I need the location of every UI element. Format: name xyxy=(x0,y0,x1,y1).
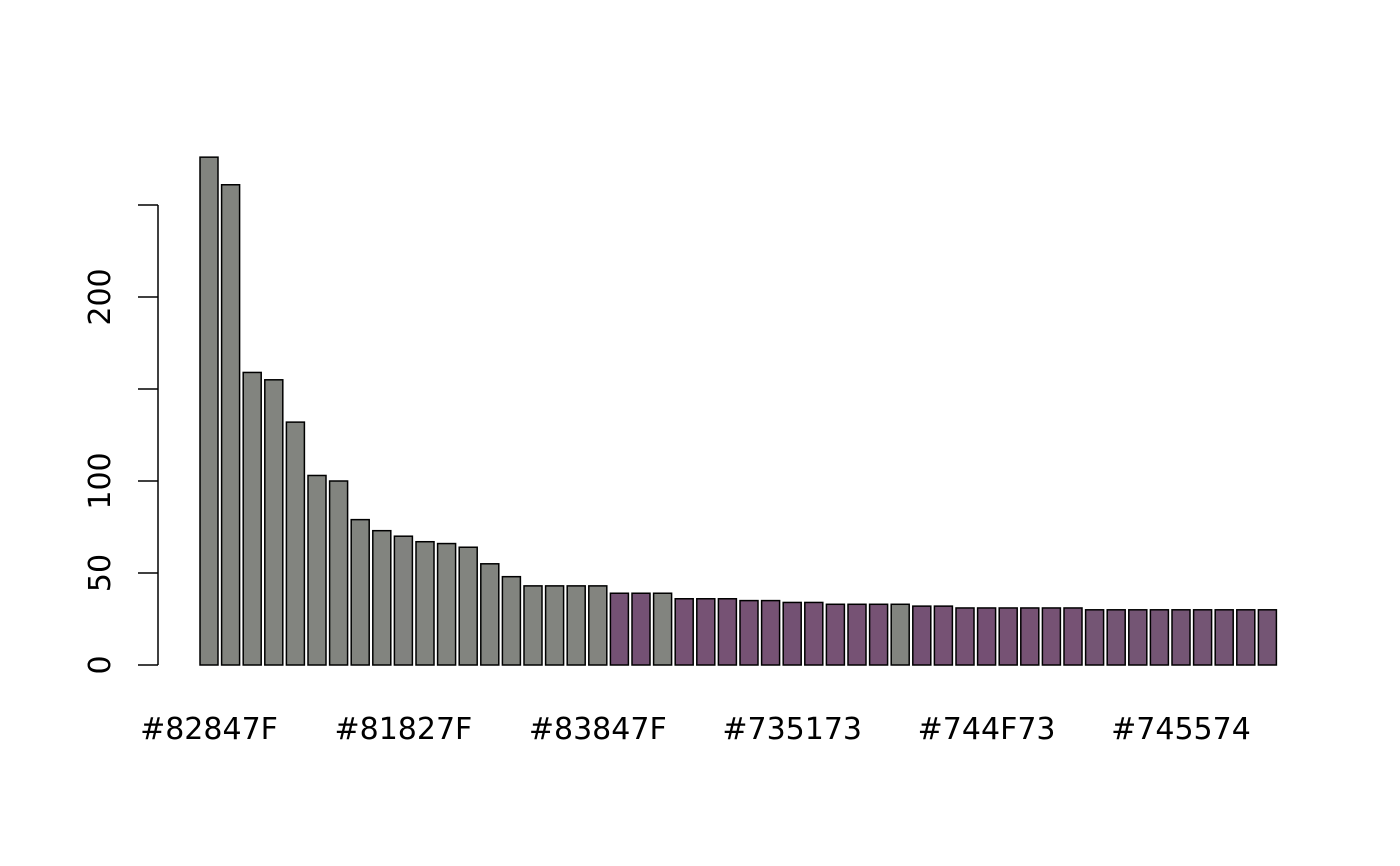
bar xyxy=(436,542,457,666)
y-tick-label: 100 xyxy=(83,452,118,509)
bar xyxy=(804,601,824,666)
bar xyxy=(696,598,716,666)
bar xyxy=(285,421,306,666)
x-tick-label: #82847F xyxy=(140,712,278,747)
bar xyxy=(890,603,910,666)
bar xyxy=(328,480,349,666)
bar xyxy=(458,546,478,666)
y-tick-label: 50 xyxy=(83,554,118,592)
bar xyxy=(415,540,435,666)
bar xyxy=(307,474,327,666)
bar xyxy=(480,563,500,666)
bar xyxy=(1128,609,1148,666)
bar xyxy=(1257,609,1278,666)
bar xyxy=(523,585,543,666)
bar xyxy=(976,607,997,666)
x-tick-label: #735173 xyxy=(722,712,862,747)
bar xyxy=(609,592,630,666)
bar xyxy=(264,379,284,666)
x-tick-label: #745574 xyxy=(1111,712,1251,747)
bar xyxy=(717,598,738,666)
bar xyxy=(1063,607,1083,666)
bar xyxy=(1041,607,1062,666)
bar xyxy=(955,607,975,666)
bar xyxy=(372,529,392,666)
bar xyxy=(868,603,889,666)
bar xyxy=(588,585,608,666)
bar xyxy=(847,603,867,666)
bar xyxy=(1171,609,1191,666)
bar xyxy=(199,156,219,666)
y-tick-label: 0 xyxy=(83,655,118,674)
bar xyxy=(631,592,651,666)
bar xyxy=(652,592,673,666)
y-tick-label: 200 xyxy=(83,268,118,325)
bar xyxy=(566,585,586,666)
bar xyxy=(350,518,370,666)
bar xyxy=(933,605,954,666)
bar xyxy=(825,603,846,666)
bar xyxy=(1149,609,1170,666)
x-tick-label: #83847F xyxy=(529,712,667,747)
bar xyxy=(1214,609,1234,666)
bar xyxy=(544,585,565,666)
bar xyxy=(393,535,414,666)
bar xyxy=(760,599,781,666)
bar xyxy=(998,607,1018,666)
bar xyxy=(1192,609,1213,666)
bar xyxy=(1106,609,1126,666)
bar xyxy=(1236,609,1256,666)
bar xyxy=(674,598,694,666)
bar xyxy=(1084,609,1105,666)
bar xyxy=(739,599,759,666)
bar xyxy=(220,184,241,666)
bar xyxy=(912,605,932,666)
x-tick-label: #744F73 xyxy=(918,712,1056,747)
x-tick-label: #81827F xyxy=(334,712,472,747)
bar xyxy=(1020,607,1040,666)
bar xyxy=(782,601,802,666)
bar xyxy=(501,575,522,666)
bar xyxy=(242,371,262,666)
